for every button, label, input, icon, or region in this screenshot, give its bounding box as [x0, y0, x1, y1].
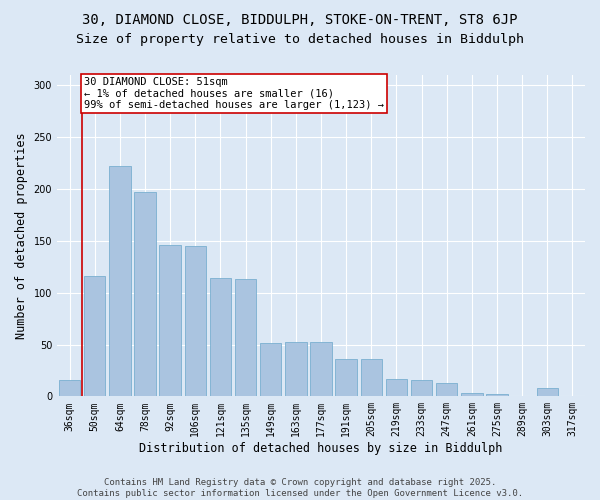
Y-axis label: Number of detached properties: Number of detached properties — [15, 132, 28, 339]
Bar — [109, 166, 131, 396]
Text: 30 DIAMOND CLOSE: 51sqm
← 1% of detached houses are smaller (16)
99% of semi-det: 30 DIAMOND CLOSE: 51sqm ← 1% of detached… — [84, 77, 384, 110]
Bar — [235, 279, 256, 396]
Bar — [411, 380, 432, 396]
Bar — [59, 380, 80, 396]
Bar — [84, 276, 106, 396]
X-axis label: Distribution of detached houses by size in Biddulph: Distribution of detached houses by size … — [139, 442, 503, 455]
Bar — [260, 344, 281, 396]
Text: Size of property relative to detached houses in Biddulph: Size of property relative to detached ho… — [76, 34, 524, 46]
Text: 30, DIAMOND CLOSE, BIDDULPH, STOKE-ON-TRENT, ST8 6JP: 30, DIAMOND CLOSE, BIDDULPH, STOKE-ON-TR… — [82, 12, 518, 26]
Text: Contains HM Land Registry data © Crown copyright and database right 2025.
Contai: Contains HM Land Registry data © Crown c… — [77, 478, 523, 498]
Bar — [436, 383, 457, 396]
Bar — [310, 342, 332, 396]
Bar — [536, 388, 558, 396]
Bar — [386, 378, 407, 396]
Bar — [185, 246, 206, 396]
Bar — [335, 359, 357, 397]
Bar — [487, 394, 508, 396]
Bar — [134, 192, 156, 396]
Bar — [461, 393, 482, 396]
Bar — [210, 278, 231, 396]
Bar — [361, 359, 382, 397]
Bar — [160, 245, 181, 396]
Bar — [285, 342, 307, 396]
